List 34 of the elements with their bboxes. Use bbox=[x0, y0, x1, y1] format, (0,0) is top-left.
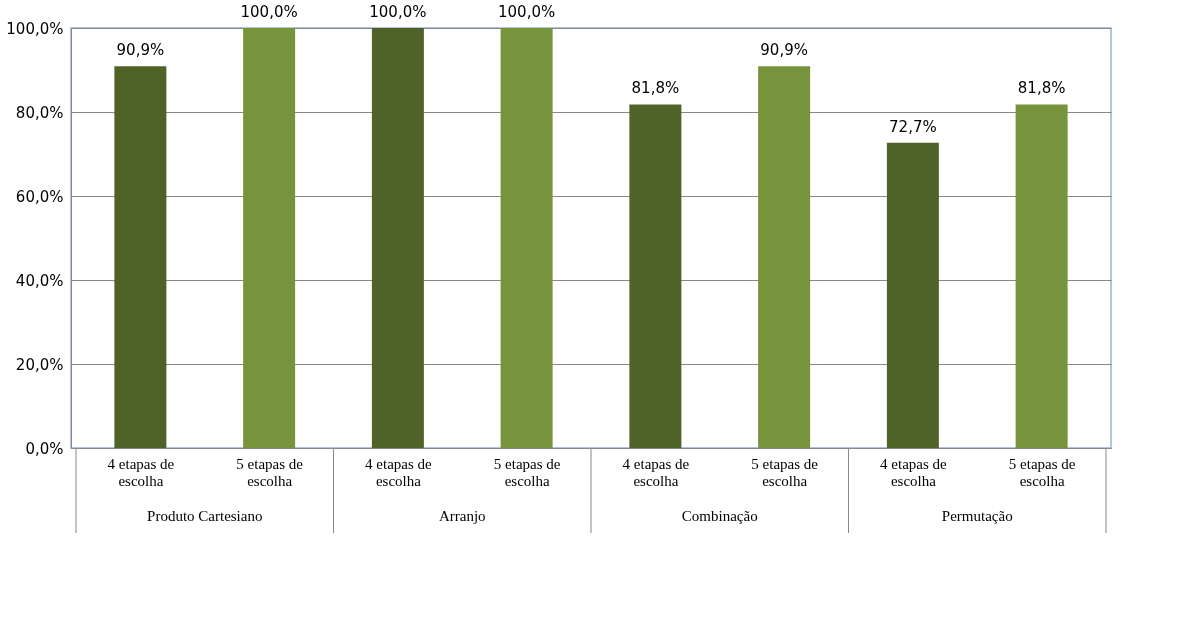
x-tick-label: 4 etapas de escolha bbox=[622, 455, 690, 489]
text: Combinação bbox=[681, 508, 758, 524]
bar bbox=[886, 142, 939, 448]
text: Produto Cartesiano bbox=[147, 508, 263, 524]
bar bbox=[114, 66, 167, 448]
data-label: 90,9% bbox=[116, 41, 165, 60]
data-label: 100,0% bbox=[498, 3, 556, 21]
data-label: 100,0% bbox=[240, 3, 298, 21]
y-tick-label: 0,0% bbox=[25, 439, 64, 458]
bar bbox=[629, 104, 682, 448]
y-tick-label: 80,0% bbox=[15, 103, 64, 122]
y-tick-label: 60,0% bbox=[15, 187, 64, 206]
text: Permutação bbox=[941, 508, 1013, 524]
text: Arranjo bbox=[438, 508, 486, 524]
x-tick-label: 5 etapas de escolha bbox=[1008, 455, 1076, 489]
x-tick-label: 5 etapas de escolha bbox=[751, 455, 819, 489]
data-label: 81,8% bbox=[631, 79, 680, 98]
x-tick-label: 4 etapas de escolha bbox=[365, 455, 433, 489]
y-tick-label: 20,0% bbox=[15, 355, 64, 374]
x-tick-label: 5 etapas de escolha bbox=[493, 455, 561, 489]
data-label: 90,9% bbox=[760, 41, 808, 60]
bar bbox=[243, 28, 296, 448]
y-tick-label: 40,0% bbox=[15, 271, 64, 290]
data-label: 72,7% bbox=[889, 117, 937, 136]
x-tick-label: 4 etapas de escolha bbox=[880, 455, 948, 489]
bar bbox=[500, 28, 553, 448]
bar bbox=[758, 66, 811, 448]
bar bbox=[371, 28, 424, 448]
data-label: 100,0% bbox=[369, 3, 427, 21]
x-tick-label: 4 etapas de escolha bbox=[107, 455, 175, 489]
bar bbox=[1015, 104, 1068, 448]
x-tick-label: 5 etapas de escolha bbox=[236, 455, 304, 489]
data-label: 81,8% bbox=[1017, 79, 1066, 98]
y-tick-label: 100,0% bbox=[6, 19, 64, 38]
